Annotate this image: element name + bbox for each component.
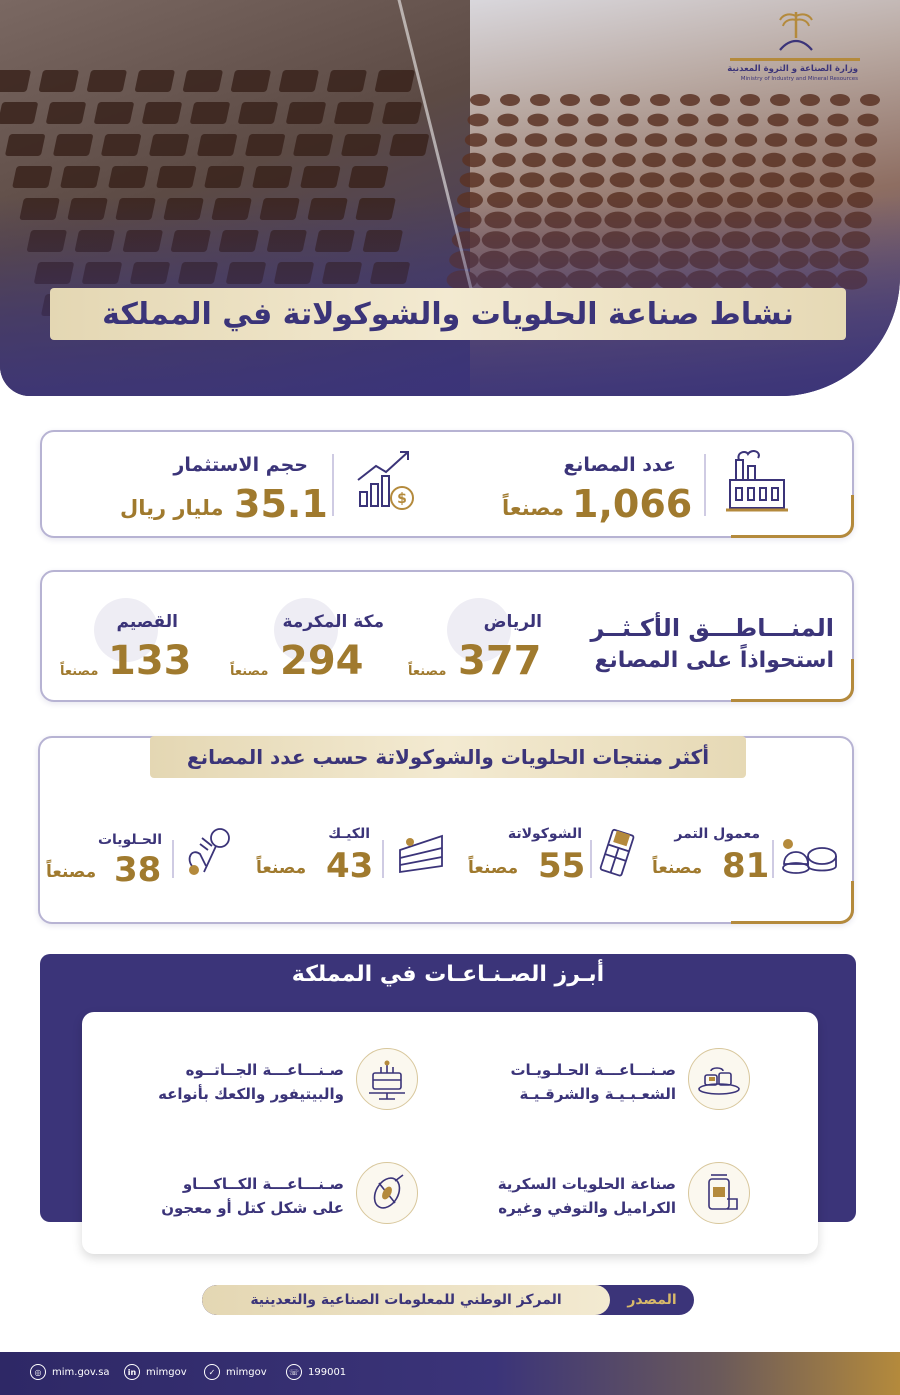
industry-line1: صـنـــاعـــة الكــاكـــاو (182, 1175, 344, 1193)
region-name: القصيم (116, 612, 178, 632)
footer-website[interactable]: ◎ mim.gov.sa (30, 1364, 110, 1380)
products-title: أكثر منتجات الحلويات والشوكولاتة حسب عدد… (150, 736, 746, 778)
divider (772, 840, 774, 878)
region-count: 294 (280, 638, 364, 684)
candy-jar-icon (708, 1174, 738, 1210)
industry-text: صناعة الحلويات السكرية الكراميل والتوفي … (498, 1172, 676, 1220)
region-name: مكة المكرمة (282, 612, 384, 632)
linkedin-text: mimgov (146, 1366, 187, 1378)
palm-swords-emblem-icon (779, 12, 813, 51)
investment-value: 35.1 (234, 482, 328, 526)
key-stats-card: عدد المصانع 1,066 مصنعاً $ حجم الاستثمار… (40, 430, 854, 538)
industries-panel: صـنـــاعـــة الحـلـويـات الشعـبـيـة والش… (82, 1012, 818, 1254)
logo-underline (730, 58, 860, 61)
svg-text:$: $ (397, 491, 407, 507)
product-name: الكيـك (328, 826, 370, 842)
regions-title-line2: استحواذاً على المصانع (594, 648, 834, 673)
industry-icon-circle (356, 1162, 418, 1224)
page-title: نشاط صناعة الحلويات والشوكولاتة في الممل… (50, 288, 846, 340)
industry-line1: صـنـــاعـــة الحـلـويـات (510, 1061, 676, 1079)
product-count: 43 (326, 846, 374, 886)
region-count: 133 (108, 638, 192, 684)
cake-slice-icon (399, 834, 443, 874)
twitter-text: mimgov (226, 1366, 267, 1378)
top-regions-card: المنـــاطـــق الأكـثــر استحواذاً على ال… (40, 570, 854, 702)
hero-banner: وزارة الصناعة و الثروة المعدنية Ministry… (0, 0, 900, 396)
linkedin-icon: in (124, 1364, 140, 1380)
factories-label: عدد المصانع (563, 454, 676, 476)
product-unit: مصنعاً (256, 858, 307, 878)
footer-phone[interactable]: ☏ 199001 (286, 1364, 346, 1380)
industry-line1: صـنـــاعـــة الجــاتــوه (185, 1061, 344, 1079)
industry-icon-circle (688, 1162, 750, 1224)
investment-label: حجم الاستثمار (173, 454, 308, 476)
region-circle-bg (274, 598, 338, 662)
product-count: 38 (114, 850, 162, 890)
region-unit: مصنعاً (60, 664, 99, 679)
maamoul-icon (782, 839, 837, 874)
industry-line2: الكراميل والتوفي وغيره (498, 1199, 676, 1217)
regions-title-line1: المنـــاطـــق الأكـثــر (590, 614, 834, 642)
industry-text: صـنـــاعـــة الكــاكـــاو على شكل كتل أو… (161, 1172, 344, 1220)
logo-text-en: Ministry of Industry and Mineral Resourc… (740, 76, 858, 82)
region-unit: مصنعاً (408, 664, 447, 679)
region-name: الرياض (483, 612, 542, 632)
industry-line2: على شكل كتل أو معجون (161, 1199, 344, 1217)
globe-icon: ◎ (30, 1364, 46, 1380)
product-name: الحـلويات (97, 832, 162, 848)
industry-line2: والبيتيفور والكعك بأنواعه (158, 1085, 344, 1103)
footer: ◎ mim.gov.sa in mimgov ✓ mimgov ☏ 199001 (0, 1352, 900, 1395)
divider (704, 454, 706, 516)
candy-icon (188, 828, 230, 875)
cocoa-pod-icon (373, 1174, 404, 1209)
product-unit: مصنعاً (46, 862, 97, 882)
divider (172, 840, 174, 878)
ministry-logo: وزارة الصناعة و الثروة المعدنية Ministry… (727, 8, 860, 88)
investment-unit: مليار ريال (120, 496, 224, 520)
source-label: المصدر (627, 1292, 677, 1308)
industry-text: صـنـــاعـــة الجــاتــوه والبيتيفور والك… (158, 1058, 344, 1106)
factories-count: 1,066 (572, 482, 693, 526)
region-count: 377 (458, 638, 542, 684)
website-text: mim.gov.sa (52, 1366, 110, 1378)
region-circle-bg (447, 598, 511, 662)
product-name: الشوكولاتة (507, 826, 582, 842)
product-name: معمول التمر (674, 826, 760, 842)
footer-linkedin[interactable]: in mimgov (124, 1364, 187, 1380)
sweets-plate-icon (698, 1067, 740, 1095)
industries-title: أبـرز الصـنـاعـات في المملكة (291, 962, 605, 987)
product-count: 55 (538, 846, 586, 886)
industry-line1: صناعة الحلويات السكرية (497, 1175, 676, 1193)
product-unit: مصنعاً (468, 858, 519, 878)
divider (332, 454, 334, 516)
logo-text-ar: وزارة الصناعة و الثروة المعدنية (727, 64, 858, 74)
region-circle-bg (94, 598, 158, 662)
twitter-icon: ✓ (204, 1364, 220, 1380)
industry-text: صـنـــاعـــة الحـلـويـات الشعـبـيـة والش… (510, 1058, 676, 1106)
footer-twitter[interactable]: ✓ mimgov (204, 1364, 267, 1380)
factories-unit: مصنعاً (502, 496, 565, 520)
industry-line2: الشعـبـيـة والشرقـيـة (519, 1085, 676, 1103)
industry-icon-circle (356, 1048, 418, 1110)
product-unit: مصنعاً (652, 858, 703, 878)
phone-text: 199001 (308, 1366, 347, 1378)
source-bar: المركز الوطني للمعلومات الصناعية والتعدي… (202, 1285, 694, 1315)
layer-cake-icon (369, 1060, 405, 1100)
factory-icon (726, 450, 788, 512)
product-count: 81 (722, 846, 770, 886)
divider (382, 840, 384, 878)
chocolate-bar-icon (599, 828, 635, 877)
growth-chart-icon: $ (357, 451, 414, 510)
phone-icon: ☏ (286, 1364, 302, 1380)
industry-icon-circle (688, 1048, 750, 1110)
source-text: المركز الوطني للمعلومات الصناعية والتعدي… (202, 1285, 610, 1315)
divider (590, 840, 592, 878)
region-unit: مصنعاً (230, 664, 269, 679)
